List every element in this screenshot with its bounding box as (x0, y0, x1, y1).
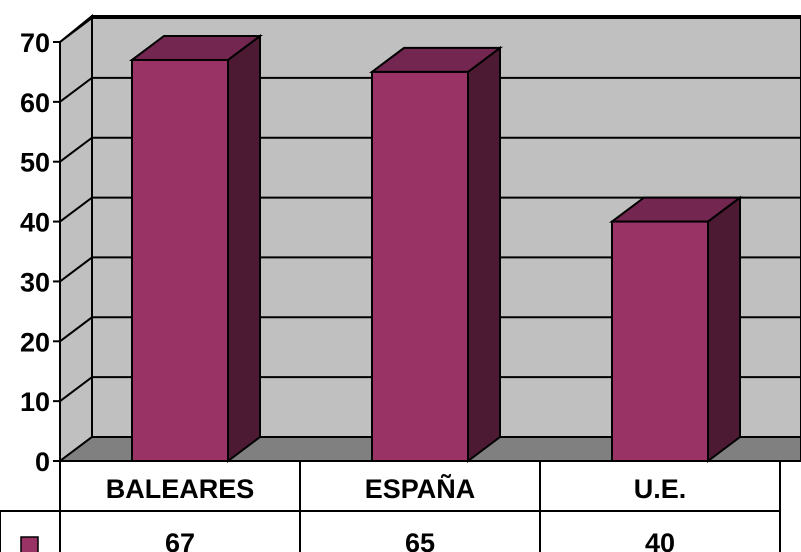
gridline (59, 17, 801, 43)
y-tick-label: 20 (20, 327, 50, 357)
y-tick-label: 0 (35, 447, 50, 477)
bar-1 (129, 33, 263, 463)
y-tick-label: 50 (20, 148, 50, 178)
bar-front (371, 70, 469, 463)
x-category-label: U.E. (634, 474, 687, 504)
data-value-label: 40 (645, 528, 675, 552)
bar-side (227, 33, 261, 463)
bar-side (707, 195, 741, 463)
data-value-label: 67 (165, 528, 195, 552)
bars (129, 33, 743, 463)
x-category-label: BALEARES (106, 474, 255, 504)
y-tick-label: 60 (20, 88, 50, 118)
y-tick-label: 40 (20, 208, 50, 238)
gridline (59, 76, 801, 103)
gridline (59, 196, 801, 223)
y-tick-label: 70 (20, 28, 50, 58)
x-category-label: ESPAÑA (365, 473, 476, 504)
gridline (59, 136, 801, 163)
gridline (59, 316, 801, 343)
gridline (59, 256, 801, 283)
gridlines (59, 17, 801, 402)
data-table: BALEARES ESPAÑA U.E. 67 65 40 (0, 460, 781, 552)
y-tick-label: 30 (20, 267, 50, 297)
data-value-label: 65 (405, 528, 435, 552)
bar-front (131, 58, 229, 462)
bar-front (611, 220, 709, 462)
chart-side-wall (59, 13, 93, 463)
gridline (59, 376, 801, 402)
bar-side (467, 45, 501, 463)
legend-key-swatch (20, 536, 39, 552)
bar-3 (609, 195, 743, 463)
bar-2 (369, 45, 503, 463)
y-tick-label: 10 (20, 387, 50, 417)
y-axis-ticks: 0 10 20 30 40 50 60 70 (20, 28, 60, 477)
